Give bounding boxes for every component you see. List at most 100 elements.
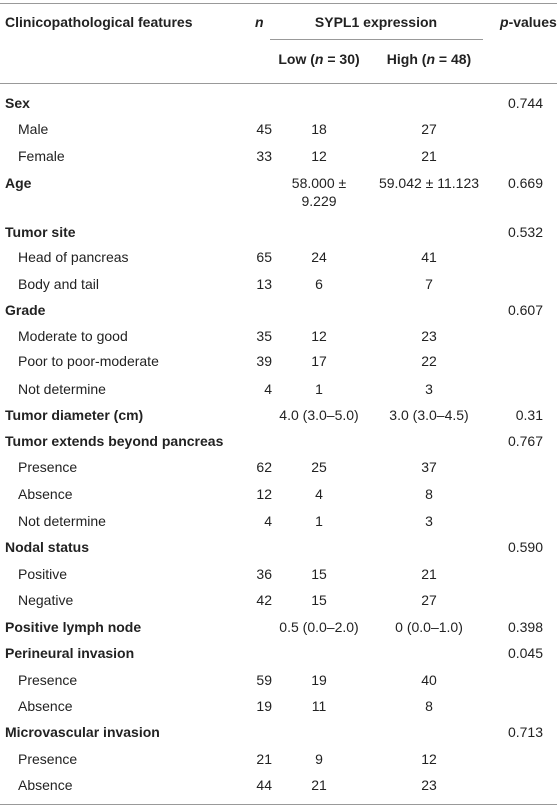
cell-low: 4.0 (3.0–5.0) — [279, 407, 359, 423]
cell-pvalue: 0.31 — [515, 407, 543, 423]
row-category-label: Microvascular invasion — [5, 724, 160, 740]
cell-high: 8 — [425, 698, 433, 714]
header-low-pre: Low ( — [278, 51, 315, 67]
cell-high: 37 — [421, 459, 437, 475]
row-sublabel: Absence — [18, 777, 73, 793]
cell-low: 18 — [311, 121, 327, 137]
row-category-label: Tumor diameter (cm) — [5, 407, 144, 423]
row-category-label: Nodal status — [5, 539, 90, 555]
row-category-label: Perineural invasion — [5, 645, 135, 661]
cell-pvalue: 0.669 — [507, 175, 543, 191]
header-low-n: n — [314, 51, 324, 67]
row-sublabel: Absence — [18, 698, 73, 714]
row-sublabel: Positive — [18, 566, 68, 582]
row-category-label: Sex — [5, 95, 30, 111]
cell-pvalue: 0.744 — [507, 95, 543, 111]
cell-high: 21 — [421, 566, 437, 582]
cell-n: 36 — [256, 566, 272, 582]
cell-low: 9 — [315, 751, 323, 767]
header-low: Low (n = 30) — [278, 50, 359, 68]
cell-high: 0 (0.0–1.0) — [395, 619, 463, 635]
row-sublabel: Female — [18, 148, 65, 164]
header-high: High (n = 48) — [387, 50, 471, 68]
row-category-label: Age — [5, 175, 32, 191]
row-sublabel: Presence — [18, 672, 78, 688]
row-sublabel: Moderate to good — [18, 328, 128, 344]
row-sublabel: Male — [18, 121, 49, 137]
header-pvalues-rest: -values — [508, 14, 557, 30]
cell-pvalue: 0.713 — [507, 724, 543, 740]
cell-low-line2: 9.229 — [301, 193, 337, 209]
row-category-label: Tumor site — [5, 224, 76, 240]
cell-low: 15 — [311, 592, 327, 608]
row-category-label: Tumor extends beyond pancreas — [5, 433, 224, 449]
cell-n: 65 — [256, 249, 272, 265]
header-n: n — [255, 14, 264, 30]
header-high-post: = 48) — [435, 51, 472, 67]
header-bottom-rule — [0, 83, 557, 84]
cell-n: 33 — [256, 148, 272, 164]
cell-low: 1 — [315, 381, 323, 397]
cell-high: 12 — [421, 751, 437, 767]
row-sublabel: Presence — [18, 459, 78, 475]
row-sublabel: Presence — [18, 751, 78, 767]
cell-high: 8 — [425, 486, 433, 502]
cell-high: 27 — [421, 592, 437, 608]
cell-pvalue: 0.045 — [507, 645, 543, 661]
row-sublabel: Head of pancreas — [18, 249, 129, 265]
header-low-post: = 30) — [323, 51, 360, 67]
header-sypl1: SYPL1 expression — [314, 14, 438, 30]
cell-n: 62 — [256, 459, 272, 475]
cell-n: 19 — [256, 698, 272, 714]
header-high-n: n — [426, 51, 436, 67]
cell-n: 12 — [256, 486, 272, 502]
cell-n: 35 — [256, 328, 272, 344]
cell-high: 3 — [425, 513, 433, 529]
cell-pvalue: 0.532 — [507, 224, 543, 240]
cell-high: 3 — [425, 381, 433, 397]
header-feature: Clinicopathological features — [5, 14, 193, 30]
cell-low: 12 — [311, 328, 327, 344]
cell-low: 1 — [315, 513, 323, 529]
cell-high: 7 — [425, 276, 433, 292]
cell-high: 41 — [421, 249, 437, 265]
cell-high: 40 — [421, 672, 437, 688]
cell-n: 42 — [256, 592, 272, 608]
cell-pvalue: 0.590 — [507, 539, 543, 555]
cell-n: 59 — [256, 672, 272, 688]
cell-high: 59.042 ± 11.123 — [378, 175, 480, 191]
cell-high: 23 — [421, 777, 437, 793]
cell-low: 21 — [311, 777, 327, 793]
cell-n: 4 — [264, 381, 272, 397]
row-sublabel: Not determine — [18, 381, 106, 397]
cell-pvalue: 0.767 — [507, 433, 543, 449]
cell-n: 21 — [256, 751, 272, 767]
table-bottom-rule — [0, 804, 557, 805]
cell-high: 27 — [421, 121, 437, 137]
header-high-pre: High ( — [386, 51, 427, 67]
cell-low: 0.5 (0.0–2.0) — [279, 619, 359, 635]
cell-low: 25 — [311, 459, 327, 475]
cell-high: 21 — [421, 148, 437, 164]
cell-n: 39 — [256, 353, 272, 369]
cell-low: 12 — [311, 148, 327, 164]
cell-low: 4 — [315, 486, 323, 502]
cell-low: 24 — [311, 249, 327, 265]
cell-n: 44 — [256, 777, 272, 793]
row-sublabel: Negative — [18, 592, 74, 608]
row-sublabel: Poor to poor-moderate — [18, 353, 159, 369]
cell-pvalue: 0.398 — [507, 619, 543, 635]
cell-high: 3.0 (3.0–4.5) — [389, 407, 469, 423]
row-sublabel: Body and tail — [18, 276, 99, 292]
table-top-rule — [0, 3, 557, 4]
cell-low: 19 — [311, 672, 327, 688]
cell-high: 23 — [421, 328, 437, 344]
cell-low: 17 — [311, 353, 327, 369]
cell-low: 58.000 ± — [291, 175, 347, 191]
cell-low: 15 — [311, 566, 327, 582]
row-sublabel: Absence — [18, 486, 73, 502]
sypl1-underline — [270, 39, 483, 40]
cell-n: 13 — [256, 276, 272, 292]
row-sublabel: Not determine — [18, 513, 106, 529]
row-category-label: Positive lymph node — [5, 619, 142, 635]
